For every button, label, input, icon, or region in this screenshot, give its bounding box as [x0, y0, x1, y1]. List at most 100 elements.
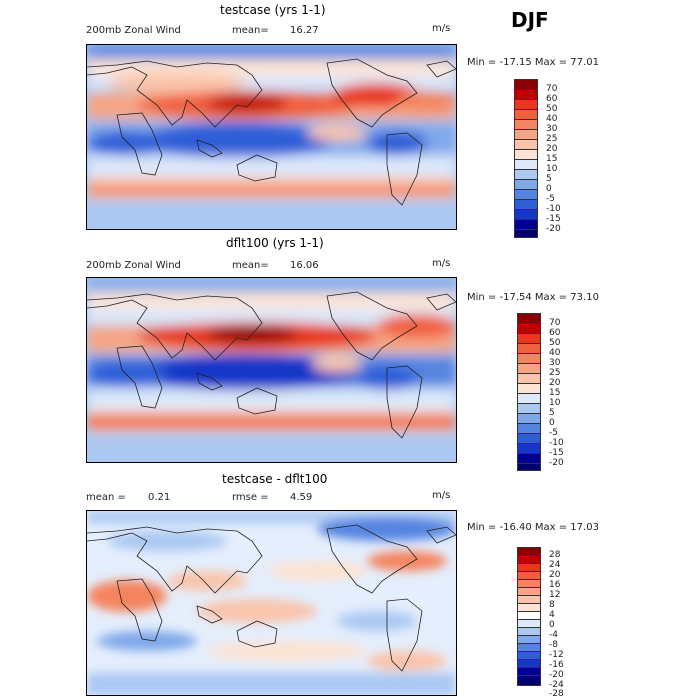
panel3-colorbar-label: -16 — [549, 660, 564, 670]
panel3-colorbar-label: -4 — [549, 630, 558, 640]
colorbar-swatch — [518, 612, 540, 620]
colorbar-swatch — [515, 200, 537, 210]
panel3-colorbar-label: -24 — [549, 680, 564, 690]
panel3-colorbar-label: -20 — [549, 670, 564, 680]
colorbar-swatch — [518, 364, 540, 374]
colorbar-swatch — [518, 444, 540, 454]
panel1-mean-value: 16.27 — [290, 25, 319, 36]
colorbar-swatch — [518, 414, 540, 424]
colorbar-swatch — [515, 170, 537, 180]
panel3-colorbar-label: -28 — [549, 689, 564, 699]
panel3-rmse-label: rmse = — [232, 492, 269, 503]
panel2-colorbar-label: 70 — [549, 318, 561, 328]
panel1-var-label: 200mb Zonal Wind — [86, 25, 181, 36]
colorbar-swatch — [515, 120, 537, 130]
panel2-colorbar-label: 40 — [549, 348, 561, 358]
colorbar-swatch — [518, 424, 540, 434]
colorbar-swatch — [518, 628, 540, 636]
colorbar-swatch — [518, 660, 540, 668]
panel2-colorbar-label: -10 — [549, 438, 564, 448]
panel1-colorbar-label: -5 — [546, 194, 555, 204]
panel2-colorbar-label: 5 — [549, 408, 555, 418]
panel1-colorbar-label: 25 — [546, 134, 558, 144]
panel3-colorbar-label: 16 — [549, 580, 561, 590]
colorbar-swatch — [518, 652, 540, 660]
colorbar-swatch — [518, 548, 540, 556]
colorbar-swatch — [518, 374, 540, 384]
panel2-colorbar-label: -20 — [549, 458, 564, 468]
panel1-colorbar-label: -20 — [546, 224, 561, 234]
colorbar-swatch — [515, 230, 537, 237]
colorbar-swatch — [518, 384, 540, 394]
panel2-mean-value: 16.06 — [290, 260, 319, 271]
panel2-map — [86, 277, 457, 463]
panel1-colorbar-label: 60 — [546, 94, 558, 104]
colorbar-swatch — [515, 80, 537, 90]
colorbar-swatch — [518, 394, 540, 404]
panel2-colorbar-label: -15 — [549, 448, 564, 458]
panel2-colorbar-label: 0 — [549, 418, 555, 428]
panel1-colorbar-label: 5 — [546, 174, 552, 184]
panel3-colorbar-label: -8 — [549, 640, 558, 650]
panel3-mean-value: 0.21 — [148, 492, 171, 503]
panel1-units: m/s — [432, 23, 451, 34]
colorbar-swatch — [518, 464, 540, 470]
panel3-mean-label: mean = — [86, 492, 126, 503]
colorbar-swatch — [515, 210, 537, 220]
panel2-colorbar-label: 10 — [549, 398, 561, 408]
panel3-colorbar-label: 8 — [549, 600, 555, 610]
colorbar-swatch — [518, 434, 540, 444]
colorbar-swatch — [515, 110, 537, 120]
panel1-colorbar-label: 20 — [546, 144, 558, 154]
panel2-colorbar-label: 25 — [549, 368, 561, 378]
panel1-colorbar-label: -15 — [546, 214, 561, 224]
panel3-colorbar-label: 4 — [549, 610, 555, 620]
colorbar-swatch — [518, 580, 540, 588]
panel1-colorbar-label: 40 — [546, 114, 558, 124]
panel3-colorbar-label: 20 — [549, 570, 561, 580]
panel2-colorbar-label: 60 — [549, 328, 561, 338]
panel3-colorbar — [517, 547, 541, 686]
panel3-units: m/s — [432, 490, 451, 501]
colorbar-swatch — [518, 676, 540, 685]
colorbar-swatch — [518, 596, 540, 604]
panel1-map — [86, 44, 457, 230]
colorbar-swatch — [515, 100, 537, 110]
colorbar-swatch — [518, 572, 540, 580]
colorbar-swatch — [518, 556, 540, 564]
colorbar-swatch — [518, 604, 540, 612]
colorbar-swatch — [518, 334, 540, 344]
colorbar-swatch — [518, 636, 540, 644]
colorbar-swatch — [518, 620, 540, 628]
panel1-colorbar-label: 70 — [546, 84, 558, 94]
colorbar-swatch — [515, 160, 537, 170]
colorbar-swatch — [518, 668, 540, 676]
panel2-colorbar-label: 30 — [549, 358, 561, 368]
colorbar-swatch — [518, 314, 540, 324]
colorbar-swatch — [518, 354, 540, 364]
season-label: DJF — [511, 8, 549, 32]
panel1-mean-label: mean= — [232, 25, 269, 36]
panel2-colorbar-label: -5 — [549, 428, 558, 438]
panel2-var-label: 200mb Zonal Wind — [86, 260, 181, 271]
panel1-colorbar-label: 30 — [546, 124, 558, 134]
colorbar-swatch — [518, 644, 540, 652]
panel2-colorbar-label: 50 — [549, 338, 561, 348]
panel1-title: testcase (yrs 1-1) — [220, 3, 326, 17]
panel3-colorbar-label: -12 — [549, 650, 564, 660]
colorbar-swatch — [515, 190, 537, 200]
panel1-minmax: Min = -17.15 Max = 77.01 — [467, 57, 599, 68]
colorbar-swatch — [518, 588, 540, 596]
panel3-rmse-value: 4.59 — [290, 492, 313, 503]
panel1-colorbar-label: 0 — [546, 184, 552, 194]
colorbar-swatch — [518, 564, 540, 572]
colorbar-swatch — [515, 180, 537, 190]
panel3-title: testcase - dflt100 — [222, 472, 328, 486]
colorbar-swatch — [518, 454, 540, 464]
panel1-colorbar-label: 15 — [546, 154, 558, 164]
panel3-colorbar-label: 0 — [549, 620, 555, 630]
panel1-colorbar-label: 10 — [546, 164, 558, 174]
panel3-map — [86, 510, 457, 696]
panel2-colorbar — [517, 313, 541, 471]
panel2-units: m/s — [432, 258, 451, 269]
